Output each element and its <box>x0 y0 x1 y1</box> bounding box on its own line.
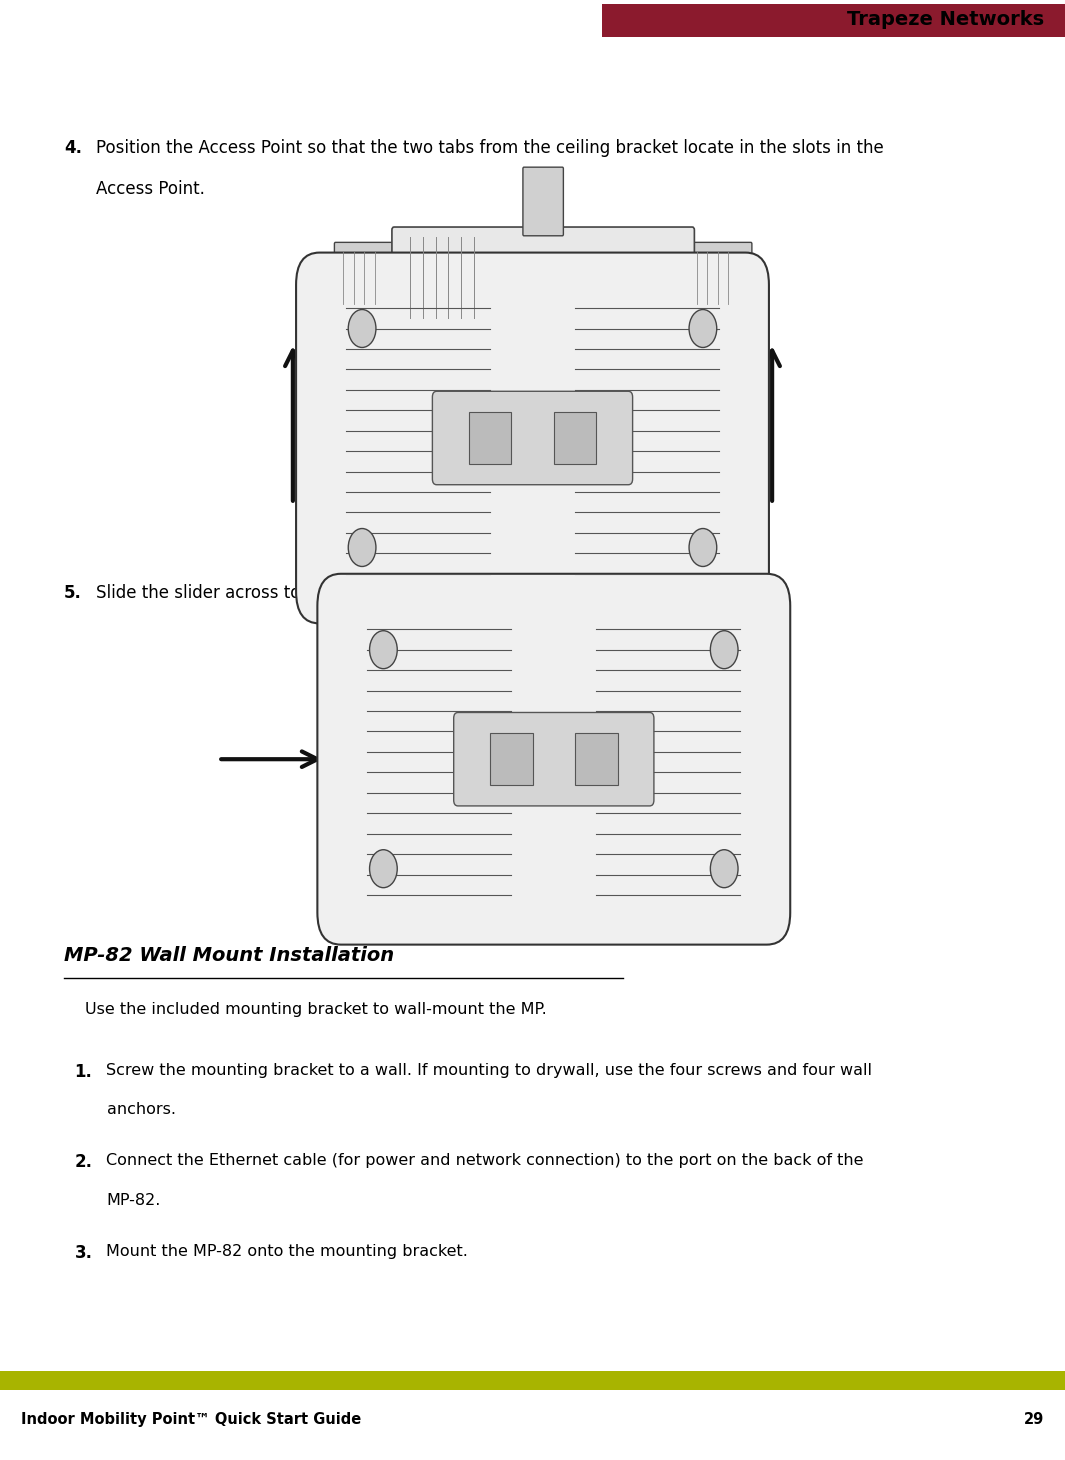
Text: 29: 29 <box>1023 1412 1044 1426</box>
Circle shape <box>370 850 397 888</box>
FancyBboxPatch shape <box>392 226 694 328</box>
Bar <box>490 733 532 785</box>
Circle shape <box>370 631 397 669</box>
Text: anchors.: anchors. <box>106 1102 176 1117</box>
Text: MP-82 Wall Mount Installation: MP-82 Wall Mount Installation <box>64 946 394 965</box>
FancyBboxPatch shape <box>523 166 563 235</box>
Text: 3.: 3. <box>75 1244 93 1261</box>
Circle shape <box>348 529 376 566</box>
Text: Slide the slider across to lock the Access Point to the bracket.: Slide the slider across to lock the Acce… <box>96 584 608 602</box>
FancyBboxPatch shape <box>334 242 398 312</box>
FancyBboxPatch shape <box>454 712 654 806</box>
Bar <box>575 733 618 785</box>
Bar <box>602 4 1065 37</box>
Circle shape <box>710 850 738 888</box>
Text: Use the included mounting bracket to wall-mount the MP.: Use the included mounting bracket to wal… <box>85 1002 547 1016</box>
Text: Access Point.: Access Point. <box>96 180 204 197</box>
Text: Connect the Ethernet cable (for power and network connection) to the port on the: Connect the Ethernet cable (for power an… <box>106 1153 864 1168</box>
Bar <box>554 412 596 464</box>
Bar <box>0 1371 1065 1390</box>
Text: Screw the mounting bracket to a wall. If mounting to drywall, use the four screw: Screw the mounting bracket to a wall. If… <box>106 1063 872 1077</box>
Text: 2.: 2. <box>75 1153 93 1171</box>
Circle shape <box>348 310 376 347</box>
Text: Indoor Mobility Point™ Quick Start Guide: Indoor Mobility Point™ Quick Start Guide <box>21 1412 361 1426</box>
FancyBboxPatch shape <box>317 574 790 945</box>
Circle shape <box>710 631 738 669</box>
Circle shape <box>689 310 717 347</box>
Text: Trapeze Networks: Trapeze Networks <box>847 10 1044 29</box>
Text: Position the Access Point so that the two tabs from the ceiling bracket locate i: Position the Access Point so that the tw… <box>96 139 884 156</box>
Circle shape <box>689 529 717 566</box>
FancyBboxPatch shape <box>688 242 752 312</box>
Text: 4.: 4. <box>64 139 82 156</box>
FancyBboxPatch shape <box>432 391 633 485</box>
Text: 1.: 1. <box>75 1063 93 1080</box>
Text: 5.: 5. <box>64 584 82 602</box>
Text: Mount the MP-82 onto the mounting bracket.: Mount the MP-82 onto the mounting bracke… <box>106 1244 469 1259</box>
Text: MP-82.: MP-82. <box>106 1193 161 1207</box>
Bar <box>469 412 511 464</box>
FancyBboxPatch shape <box>296 253 769 623</box>
